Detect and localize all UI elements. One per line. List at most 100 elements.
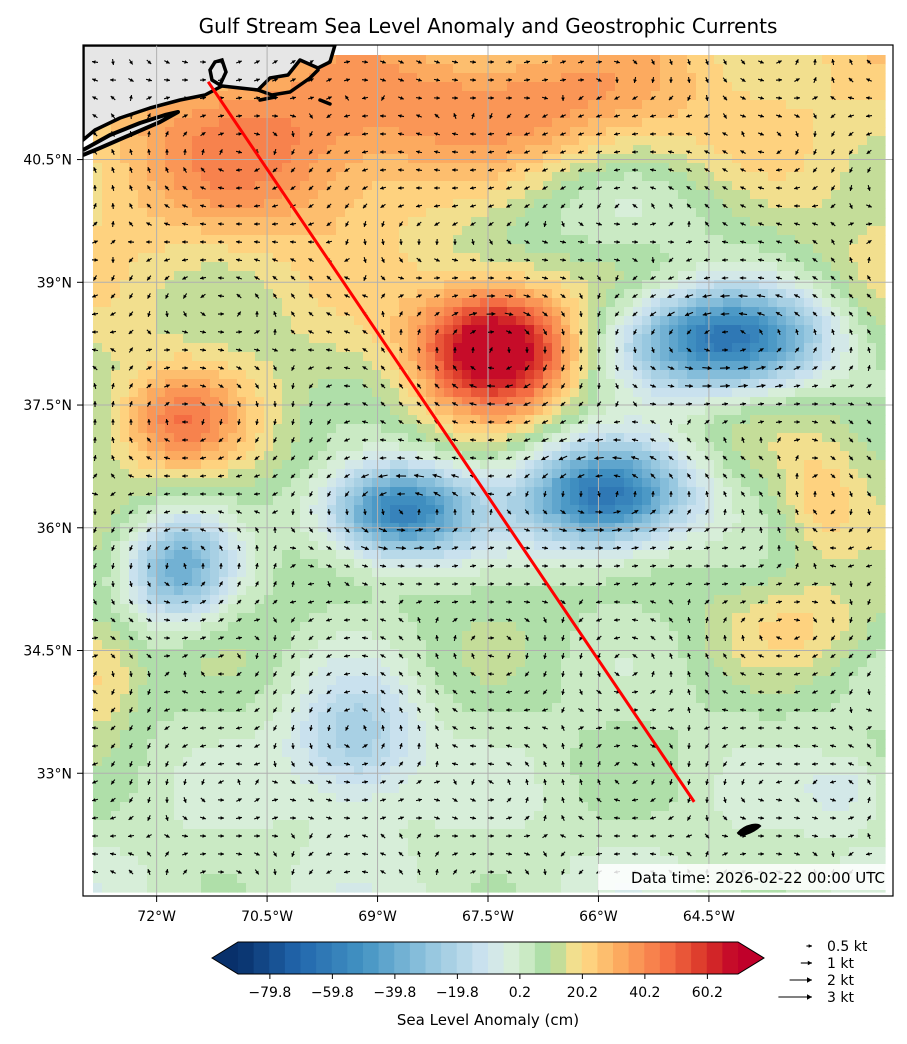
sla-cell	[345, 397, 355, 407]
sla-cell	[507, 460, 517, 470]
sla-cell	[651, 163, 661, 173]
sla-cell	[327, 541, 337, 551]
sla-cell	[660, 343, 670, 353]
sla-cell	[480, 415, 490, 425]
sla-cell	[615, 487, 625, 497]
sla-cell	[507, 379, 517, 389]
sla-cell	[255, 424, 265, 434]
sla-cell	[489, 73, 499, 83]
sla-cell	[642, 172, 652, 182]
sla-cell	[201, 235, 211, 245]
sla-cell	[759, 271, 769, 281]
sla-cell	[201, 496, 211, 506]
sla-cell	[606, 433, 616, 443]
sla-cell	[120, 235, 130, 245]
sla-cell	[93, 496, 103, 506]
sla-cell	[624, 217, 634, 227]
sla-cell	[264, 307, 274, 317]
sla-cell	[534, 100, 544, 110]
sla-cell	[264, 397, 274, 407]
sla-cell	[102, 235, 112, 245]
sla-cell	[138, 415, 148, 425]
sla-cell	[435, 253, 445, 263]
sla-cell	[255, 262, 265, 272]
sla-cell	[777, 469, 787, 479]
sla-cell	[129, 442, 139, 452]
sla-cell	[795, 550, 805, 560]
sla-cell	[678, 397, 688, 407]
sla-cell	[354, 199, 364, 209]
sla-cell	[642, 109, 652, 119]
sla-cell	[795, 478, 805, 488]
sla-cell	[759, 208, 769, 218]
sla-cell	[210, 325, 220, 335]
sla-cell	[705, 154, 715, 164]
sla-cell	[444, 307, 454, 317]
sla-cell	[687, 343, 697, 353]
sla-cell	[246, 226, 256, 236]
sla-cell	[624, 226, 634, 236]
sla-cell	[723, 307, 733, 317]
sla-cell	[624, 298, 634, 308]
sla-cell	[642, 145, 652, 155]
sla-cell	[345, 478, 355, 488]
sla-cell	[759, 145, 769, 155]
sla-cell	[246, 289, 256, 299]
sla-cell	[741, 190, 751, 200]
sla-cell	[318, 307, 328, 317]
sla-cell	[669, 550, 679, 560]
sla-cell	[219, 280, 229, 290]
sla-cell	[399, 388, 409, 398]
sla-cell	[471, 334, 481, 344]
sla-cell	[822, 253, 832, 263]
sla-cell	[129, 289, 139, 299]
sla-cell	[534, 343, 544, 353]
sla-cell	[786, 406, 796, 416]
sla-cell	[417, 325, 427, 335]
sla-cell	[210, 424, 220, 434]
sla-cell	[462, 172, 472, 182]
sla-cell	[858, 181, 868, 191]
sla-cell	[516, 433, 526, 443]
sla-cell	[759, 352, 769, 362]
sla-cell	[507, 487, 517, 497]
sla-cell	[282, 118, 292, 128]
sla-cell	[183, 334, 193, 344]
sla-cell	[732, 55, 742, 65]
sla-cell	[129, 514, 139, 524]
sla-cell	[399, 271, 409, 281]
sla-cell	[480, 64, 490, 74]
sla-cell	[471, 343, 481, 353]
sla-cell	[741, 352, 751, 362]
sla-cell	[669, 172, 679, 182]
sla-cell	[543, 208, 553, 218]
sla-cell	[174, 307, 184, 317]
sla-cell	[642, 154, 652, 164]
sla-cell	[462, 451, 472, 461]
sla-cell	[750, 496, 760, 506]
sla-cell	[228, 109, 238, 119]
sla-cell	[849, 217, 859, 227]
sla-cell	[507, 55, 517, 65]
sla-cell	[174, 190, 184, 200]
sla-cell	[705, 334, 715, 344]
sla-cell	[489, 118, 499, 128]
sla-cell	[552, 154, 562, 164]
sla-cell	[822, 289, 832, 299]
sla-cell	[876, 82, 886, 92]
sla-cell	[867, 145, 877, 155]
sla-cell	[642, 388, 652, 398]
sla-cell	[876, 316, 886, 326]
sla-cell	[489, 253, 499, 263]
sla-cell	[390, 109, 400, 119]
sla-cell	[516, 181, 526, 191]
sla-cell	[876, 343, 886, 353]
sla-cell	[282, 307, 292, 317]
sla-cell	[390, 496, 400, 506]
sla-cell	[264, 505, 274, 515]
sla-cell	[255, 118, 265, 128]
sla-cell	[732, 91, 742, 101]
sla-cell	[300, 451, 310, 461]
sla-cell	[354, 91, 364, 101]
sla-cell	[705, 406, 715, 416]
